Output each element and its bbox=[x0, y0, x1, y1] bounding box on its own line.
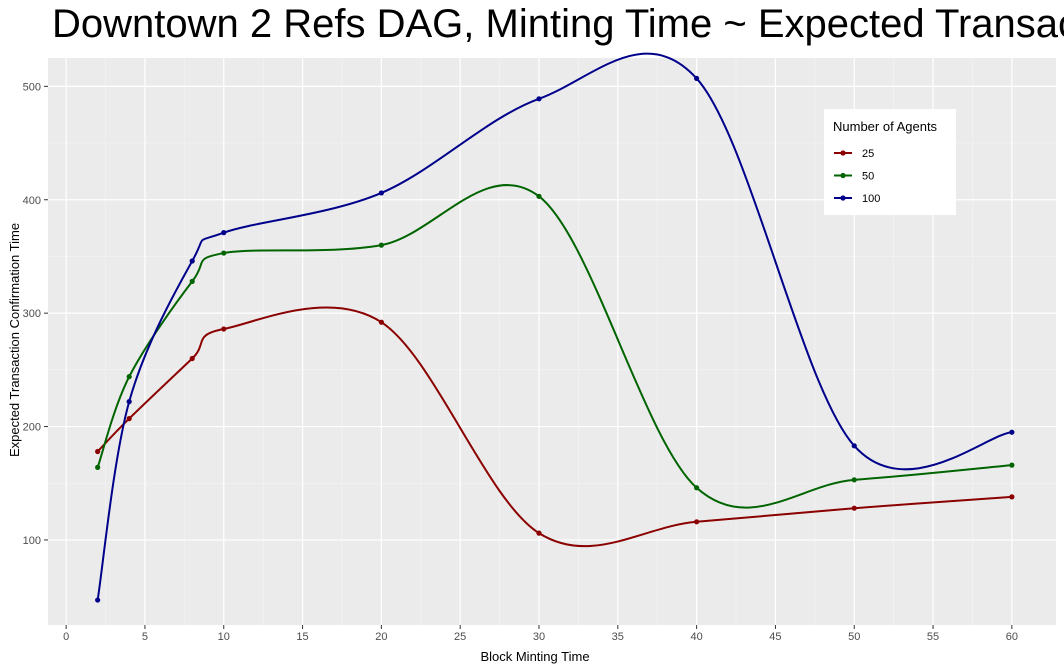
data-point bbox=[95, 597, 101, 603]
data-point bbox=[126, 399, 132, 405]
x-tick-label: 50 bbox=[848, 631, 860, 643]
data-point bbox=[189, 278, 195, 284]
data-point bbox=[694, 519, 700, 525]
data-point bbox=[189, 355, 195, 362]
x-axis-label: Block Minting Time bbox=[480, 649, 589, 664]
y-tick-label: 100 bbox=[23, 535, 41, 547]
data-point bbox=[126, 374, 132, 380]
series-line bbox=[96, 183, 1012, 509]
series-line bbox=[96, 306, 1012, 548]
series-line bbox=[96, 52, 1013, 601]
data-point bbox=[536, 96, 542, 102]
data-point bbox=[95, 448, 101, 455]
legend-swatch-point bbox=[840, 195, 846, 201]
data-point bbox=[851, 477, 857, 483]
legend-swatch-point bbox=[840, 172, 846, 179]
data-point bbox=[378, 319, 384, 325]
y-tick-label: 200 bbox=[23, 422, 41, 434]
data-point bbox=[1009, 494, 1015, 500]
data-point bbox=[851, 443, 857, 449]
data-point bbox=[694, 485, 700, 491]
data-point bbox=[378, 190, 384, 196]
x-tick-label: 45 bbox=[769, 631, 781, 643]
data-point bbox=[221, 230, 227, 236]
data-point bbox=[95, 464, 101, 470]
data-point bbox=[536, 193, 542, 199]
data-point bbox=[694, 75, 700, 82]
y-tick-label: 300 bbox=[23, 308, 41, 320]
legend-label: 50 bbox=[862, 171, 874, 183]
data-point bbox=[1009, 429, 1015, 435]
data-point bbox=[378, 242, 384, 248]
y-tick-label: 400 bbox=[23, 195, 41, 207]
x-tick-label: 60 bbox=[1006, 631, 1018, 643]
data-point bbox=[536, 530, 542, 536]
y-tick-label: 500 bbox=[23, 81, 41, 93]
data-point bbox=[126, 416, 132, 422]
x-tick-label: 55 bbox=[927, 631, 939, 643]
legend-label: 100 bbox=[862, 193, 880, 205]
data-point bbox=[1009, 462, 1015, 468]
x-tick-label: 20 bbox=[375, 631, 387, 643]
data-point bbox=[221, 326, 227, 332]
data-point bbox=[189, 258, 195, 264]
x-tick-label: 25 bbox=[454, 631, 466, 643]
legend-label: 25 bbox=[862, 148, 874, 160]
data-point bbox=[851, 505, 857, 511]
legend-title: Number of Agents bbox=[833, 119, 938, 134]
x-tick-label: 15 bbox=[296, 631, 308, 643]
x-tick-label: 35 bbox=[612, 631, 624, 643]
x-tick-label: 10 bbox=[218, 631, 230, 643]
legend-swatch-point bbox=[840, 150, 846, 156]
chart-title: Downtown 2 Refs DAG, Minting Time ~ Expe… bbox=[52, 2, 1064, 46]
x-tick-label: 5 bbox=[142, 631, 148, 643]
y-axis-label: Expected Transaction Confirmation Time bbox=[7, 223, 22, 457]
x-tick-label: 0 bbox=[63, 631, 69, 643]
x-tick-label: 40 bbox=[690, 631, 702, 643]
data-point bbox=[221, 250, 227, 256]
x-tick-label: 30 bbox=[533, 631, 545, 643]
